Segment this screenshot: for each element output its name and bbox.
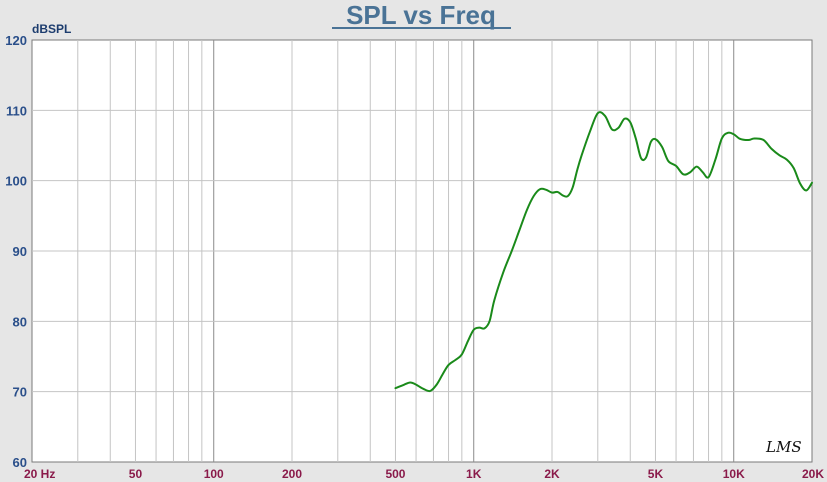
x-tick-label: 20K (802, 467, 824, 481)
y-tick-label: 100 (5, 174, 27, 189)
x-tick-label: 50 (129, 467, 143, 481)
y-tick-labels: 60 70 80 90 100 110 120 (5, 33, 27, 470)
y-tick-label: 60 (13, 455, 27, 470)
grid (32, 40, 812, 462)
y-tick-label: 120 (5, 33, 27, 48)
series-layer (394, 111, 813, 393)
x-tick-label: 500 (385, 467, 405, 481)
lms-logo: LMS (765, 438, 802, 456)
x-tick-label: 1K (466, 467, 482, 481)
x-tick-label: 10K (723, 467, 745, 481)
y-tick-label: 110 (6, 103, 27, 118)
x-tick-label: 2K (544, 467, 560, 481)
x-tick-label: 100 (204, 467, 224, 481)
y-tick-label: 80 (13, 314, 27, 329)
y-tick-label: 70 (13, 385, 27, 400)
x-tick-label: 20 Hz (24, 467, 55, 481)
y-axis-label: dBSPL (32, 22, 71, 36)
x-tick-label: 5K (648, 467, 664, 481)
x-tick-label: 200 (282, 467, 302, 481)
x-tick-labels: 20 Hz 50 100 200 500 1K 2K 5K 10K 20K (24, 467, 824, 481)
series-line-0 (394, 111, 813, 393)
y-tick-label: 90 (13, 244, 27, 259)
chart-title: SPL vs Freq (346, 0, 496, 30)
